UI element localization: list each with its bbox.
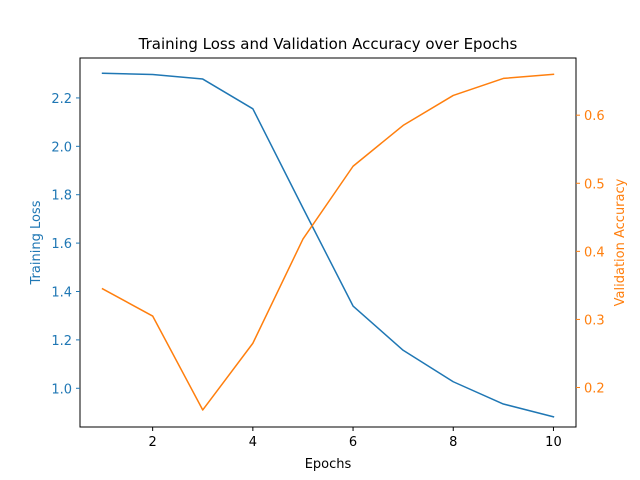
y-right-tick-label: 0.2 [584, 382, 605, 397]
y-right-tick-label: 0.4 [584, 245, 605, 260]
y-axis-label-right: Validation Accuracy [613, 178, 628, 306]
x-axis-label: Epochs [305, 457, 352, 472]
x-tick-label: 6 [349, 435, 357, 450]
axes: 2 4 6 8 10 1.0 1.2 1.4 1.6 1.8 2.0 2.2 0.2 0.3 0.4 0.5 0… [51, 92, 604, 450]
y-left-tick-label: 1.8 [51, 189, 72, 204]
x-tick-label: 4 [249, 435, 257, 450]
y-left-tick-label: 2.0 [51, 140, 72, 155]
chart-title: Training Loss and Validation Accuracy ov… [138, 35, 518, 53]
x-tick-label: 2 [149, 435, 157, 450]
x-tick-label: 10 [545, 435, 562, 450]
y-axis-label-left: Training Loss [29, 200, 44, 285]
y-right-tick-label: 0.3 [584, 313, 605, 328]
y-left-tick-label: 1.2 [51, 334, 72, 349]
y-left-tick-label: 2.2 [51, 92, 72, 107]
plot-area [101, 72, 555, 418]
series-line-validation-accuracy [101, 73, 555, 411]
y-right-tick-label: 0.5 [584, 177, 605, 192]
y-left-tick-label: 1.0 [51, 382, 72, 397]
y-right-tick-label: 0.6 [584, 109, 605, 124]
series-line-training-loss [101, 72, 555, 418]
plot-frame [79, 57, 577, 428]
x-tick-label: 8 [449, 435, 457, 450]
y-left-tick-label: 1.6 [51, 237, 72, 252]
y-left-tick-label: 1.4 [51, 285, 72, 300]
